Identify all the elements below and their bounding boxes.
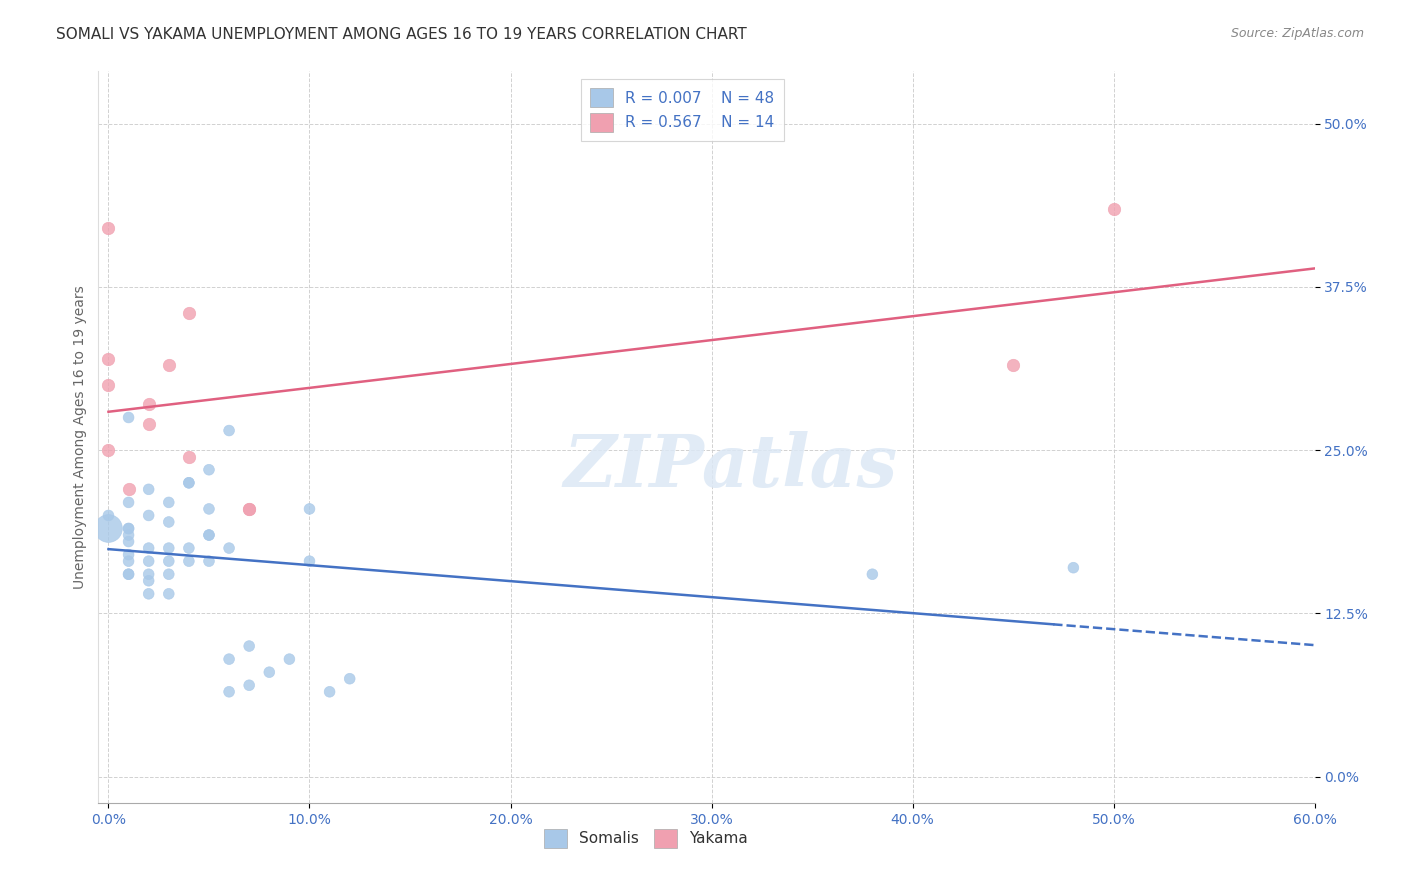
Point bbox=[177, 450, 200, 464]
Point bbox=[97, 351, 120, 366]
Point bbox=[157, 567, 180, 582]
Point bbox=[1102, 202, 1125, 216]
Point bbox=[177, 475, 200, 490]
Point bbox=[238, 678, 260, 692]
Point bbox=[117, 548, 139, 562]
Point bbox=[198, 554, 221, 568]
Point bbox=[117, 567, 139, 582]
Point bbox=[117, 554, 139, 568]
Point bbox=[860, 567, 883, 582]
Point bbox=[218, 424, 240, 438]
Point bbox=[117, 567, 139, 582]
Point bbox=[177, 475, 200, 490]
Point bbox=[238, 502, 260, 516]
Point bbox=[198, 528, 221, 542]
Point bbox=[138, 574, 160, 588]
Point bbox=[117, 534, 139, 549]
Point bbox=[138, 483, 160, 497]
Point bbox=[238, 639, 260, 653]
Point bbox=[339, 672, 361, 686]
Point bbox=[157, 495, 180, 509]
Point bbox=[138, 508, 160, 523]
Point bbox=[218, 652, 240, 666]
Point bbox=[138, 554, 160, 568]
Point bbox=[97, 443, 120, 458]
Point bbox=[157, 541, 180, 555]
Point bbox=[1002, 358, 1025, 372]
Text: Source: ZipAtlas.com: Source: ZipAtlas.com bbox=[1230, 27, 1364, 40]
Point bbox=[278, 652, 301, 666]
Point bbox=[138, 587, 160, 601]
Point bbox=[177, 306, 200, 320]
Point bbox=[138, 567, 160, 582]
Point bbox=[117, 521, 139, 535]
Point bbox=[117, 410, 139, 425]
Point bbox=[97, 521, 120, 535]
Point bbox=[157, 587, 180, 601]
Point bbox=[198, 463, 221, 477]
Text: ZIPatlas: ZIPatlas bbox=[564, 431, 898, 502]
Point bbox=[117, 495, 139, 509]
Text: SOMALI VS YAKAMA UNEMPLOYMENT AMONG AGES 16 TO 19 YEARS CORRELATION CHART: SOMALI VS YAKAMA UNEMPLOYMENT AMONG AGES… bbox=[56, 27, 747, 42]
Point bbox=[117, 528, 139, 542]
Point bbox=[298, 554, 321, 568]
Point bbox=[138, 541, 160, 555]
Point bbox=[177, 541, 200, 555]
Point bbox=[138, 397, 160, 411]
Point bbox=[177, 554, 200, 568]
Point bbox=[1062, 560, 1084, 574]
Point bbox=[157, 515, 180, 529]
Point bbox=[97, 221, 120, 235]
Point bbox=[218, 685, 240, 699]
Point bbox=[218, 541, 240, 555]
Point bbox=[157, 358, 180, 372]
Point bbox=[259, 665, 281, 680]
Point bbox=[117, 483, 139, 497]
Y-axis label: Unemployment Among Ages 16 to 19 years: Unemployment Among Ages 16 to 19 years bbox=[73, 285, 87, 589]
Point bbox=[138, 417, 160, 431]
Legend: Somalis, Yakama: Somalis, Yakama bbox=[537, 822, 754, 854]
Point bbox=[117, 521, 139, 535]
Point bbox=[318, 685, 340, 699]
Point bbox=[198, 502, 221, 516]
Point bbox=[97, 377, 120, 392]
Point bbox=[97, 508, 120, 523]
Point bbox=[298, 502, 321, 516]
Point bbox=[198, 528, 221, 542]
Point bbox=[157, 554, 180, 568]
Point bbox=[238, 502, 260, 516]
